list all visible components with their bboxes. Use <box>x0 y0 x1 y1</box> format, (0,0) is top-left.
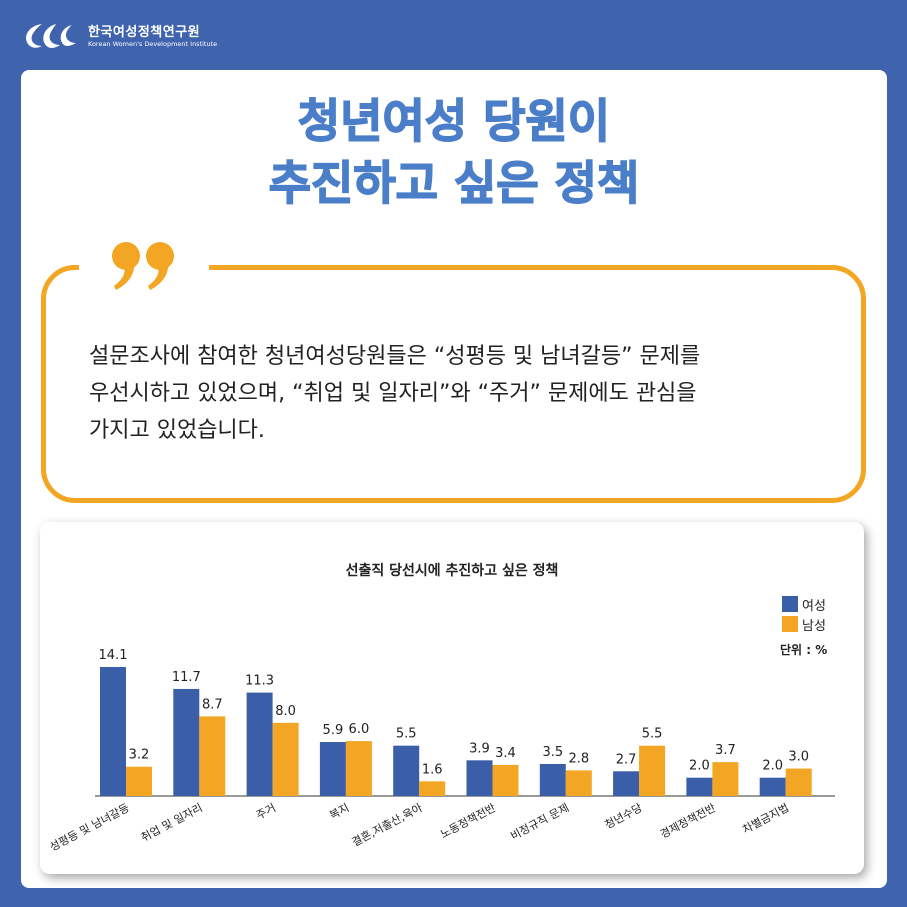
data-label-male: 2.8 <box>568 751 589 766</box>
x-tick-label: 비정규직 문제 <box>508 801 571 843</box>
x-tick-label: 결혼,저출산,육아 <box>350 801 425 849</box>
bar-male <box>272 722 299 796</box>
bar-female <box>173 688 200 796</box>
x-tick-label: 노동정책전반 <box>438 801 498 841</box>
data-label-male: 5.5 <box>642 727 663 742</box>
bar-male <box>199 716 226 796</box>
legend-item-female: 여성 <box>782 594 826 614</box>
data-label-female: 2.7 <box>616 752 637 767</box>
x-tick-label: 취업 및 일자리 <box>138 800 204 844</box>
x-tick-label: 청년수당 <box>603 801 645 831</box>
logo-name-english: Korean Women's Development Institute <box>88 40 218 48</box>
quotation-mark-icon <box>79 220 209 320</box>
bar-male <box>126 766 152 796</box>
chart-title: 선출직 당선시에 추진하고 싶은 정책 <box>345 563 559 579</box>
quote-text: 설문조사에 참여한 청년여성당원들은 “성평등 및 남녀갈등” 문제를 우선시하… <box>89 338 849 449</box>
data-label-male: 3.7 <box>715 743 736 758</box>
data-label-female: 2.0 <box>762 759 783 774</box>
data-label-female: 11.7 <box>172 670 201 685</box>
data-label-male: 6.0 <box>349 722 370 737</box>
bar-male <box>419 781 446 796</box>
bar-male <box>712 762 739 796</box>
logo-name-korean: 한국여성정책연구원 <box>88 25 201 40</box>
quote-line-3: 가지고 있었습니다. <box>89 418 265 443</box>
content-card: 청년여성 당원이 추진하고 싶은 정책 설문조사에 참여한 청년여성당원들은 “… <box>21 70 887 888</box>
bar-female <box>466 760 493 796</box>
data-label-female: 3.9 <box>469 741 490 756</box>
legend-label-female: 여성 <box>802 598 826 614</box>
data-label-female: 14.1 <box>99 648 128 663</box>
legend-swatch-female <box>782 596 798 612</box>
page-title-line-1: 청년여성 당원이 <box>297 93 611 149</box>
page-title-line-2: 추진하고 싶은 정책 <box>268 155 640 211</box>
page-title: 청년여성 당원이 추진하고 싶은 정책 <box>21 90 887 214</box>
data-label-male: 8.0 <box>275 704 296 719</box>
x-tick-label: 복지 <box>327 801 351 822</box>
chart-legend: 여성 남성 <box>782 594 826 634</box>
quote-line-2: 우선시하고 있었으며, “취업 및 일자리”와 “주거” 문제에도 관심을 <box>89 381 697 406</box>
bar-female <box>246 692 273 796</box>
x-tick-label: 주거 <box>254 801 278 822</box>
data-label-female: 3.5 <box>542 745 563 760</box>
bar-male <box>345 741 372 796</box>
chart-unit: 단위 : % <box>780 643 828 657</box>
bar-female <box>319 742 346 796</box>
bar-chart: 14.1 3.2 성평등 및 남녀갈등 11.78.7 취업 및 일자리 11.38.0 주… <box>47 648 835 854</box>
kwdi-logo-icon <box>26 24 76 48</box>
quote-line-1: 설문조사에 참여한 청년여성당원들은 “성평등 및 남녀갈등” 문제를 <box>89 344 701 369</box>
bar-male <box>785 768 812 796</box>
data-label-male: 3.0 <box>788 750 809 765</box>
data-label-female: 2.0 <box>689 759 710 774</box>
data-label-male: 3.4 <box>495 746 516 761</box>
legend-item-male: 남성 <box>782 614 826 634</box>
x-tick-label: 성평등 및 남녀갈등 <box>47 800 131 854</box>
data-label-male: 3.2 <box>129 748 150 763</box>
data-label-male: 1.6 <box>422 762 443 777</box>
bar-female <box>100 666 126 796</box>
x-tick-label: 차별금지법 <box>740 801 791 836</box>
data-label-female: 5.5 <box>396 727 417 742</box>
chart-card: 선출직 당선시에 추진하고 싶은 정책 여성 남성 단위 : % 14.1 3.2… <box>40 522 864 874</box>
bar-female <box>539 763 566 796</box>
data-label-female: 5.9 <box>323 723 344 738</box>
quote-box <box>41 265 866 503</box>
bar-male <box>639 745 666 796</box>
bar-female <box>393 745 420 796</box>
legend-label-male: 남성 <box>802 618 826 634</box>
x-tick-label: 경제정책전반 <box>658 801 718 841</box>
data-label-male: 8.7 <box>202 697 223 712</box>
bar-male <box>565 770 592 796</box>
legend-swatch-male <box>782 616 798 632</box>
bar-female <box>686 777 713 796</box>
bar-male <box>492 764 519 796</box>
bar-female <box>759 777 786 796</box>
data-label-female: 11.3 <box>245 674 274 689</box>
bar-female <box>613 771 640 796</box>
kwdi-logo: 한국여성정책연구원 Korean Women's Development Ins… <box>20 20 217 54</box>
